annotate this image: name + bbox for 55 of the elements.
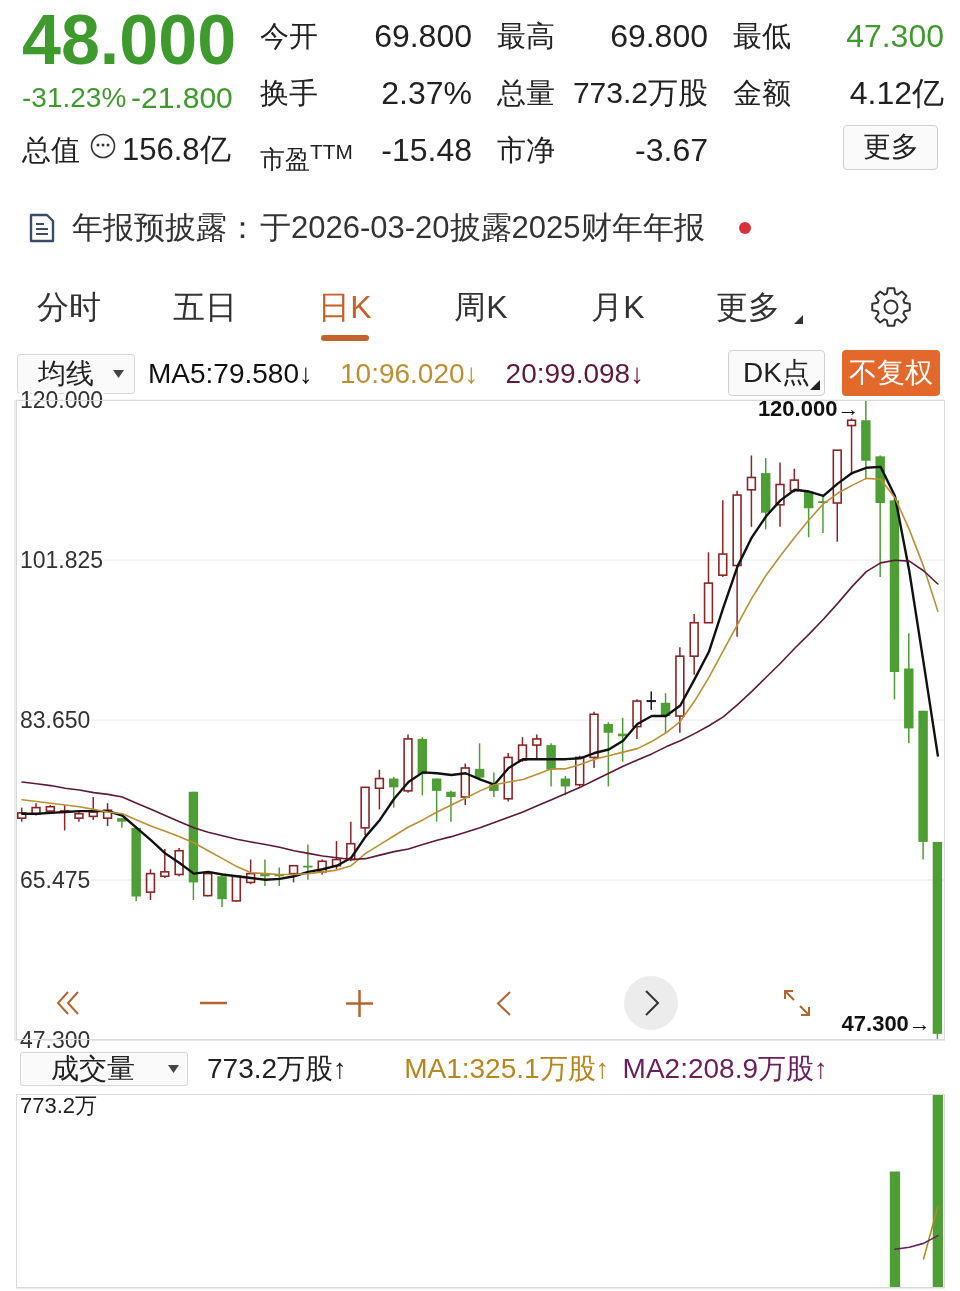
button: 不复权 [842, 350, 940, 396]
text: 2.37% [381, 73, 472, 112]
button: DK点 [728, 350, 825, 396]
text: 773.2万股↑ [207, 1052, 348, 1085]
text: 最低 [733, 18, 791, 54]
candlestick [446, 790, 456, 823]
text: 69.800 [610, 16, 708, 55]
text: 最高 [497, 18, 555, 54]
text: 47.300 [846, 16, 944, 55]
text: 20:99.098↓ [505, 357, 645, 390]
annotation: 47.300→ [841, 1011, 931, 1037]
text: 69.800 [374, 16, 472, 55]
y-tick-label: 101.825 [20, 547, 104, 573]
candlestick [645, 690, 657, 711]
text: -3.67 [635, 130, 708, 169]
y-tick-label: 83.650 [20, 707, 91, 733]
text: 48.000 [22, 0, 237, 81]
text: MA1:325.1万股↑ [404, 1052, 610, 1085]
text: 市盈$^{TTM}$ [260, 139, 353, 175]
candlestick [431, 777, 442, 823]
text: 月K [591, 287, 645, 326]
text: 773.2万股 [572, 75, 708, 111]
text: 更多 [716, 287, 780, 326]
text: 于2026-03-20披露2025财年年报 [260, 209, 705, 247]
candlestick [603, 721, 614, 788]
annotation: 773.2万 [20, 1093, 98, 1119]
legend-title: 成交量 [51, 1052, 135, 1085]
text: 总值 [22, 132, 80, 168]
text: 156.8亿 [122, 131, 231, 169]
text: 换手 [260, 75, 318, 111]
text: MA5:79.580↓ [148, 357, 313, 390]
text: 10:96.020↓ [340, 357, 479, 390]
text: 金额 [733, 75, 791, 111]
text: -21.800 [131, 80, 233, 116]
candlestick [746, 454, 757, 528]
text: 分时 [37, 287, 101, 326]
y-tick-label: 65.475 [20, 867, 91, 893]
annotation: 120.000→ [757, 396, 860, 422]
button: 更多 [843, 125, 938, 170]
text: 年报预披露： [72, 209, 258, 247]
text: -15.48 [381, 130, 472, 169]
text: 4.12亿 [849, 73, 944, 112]
text: -31.23% [22, 81, 127, 116]
candlestick [775, 461, 785, 528]
text: 市净 [497, 132, 555, 168]
candlestick [675, 646, 685, 734]
dropdown: 成交量 [20, 1052, 188, 1086]
text: 五日 [173, 287, 237, 326]
text: 周K [454, 287, 508, 326]
text: 今开 [260, 18, 318, 54]
text: 总量 [497, 75, 555, 111]
text: MA2:208.9万股↑ [622, 1052, 828, 1085]
text: 日K [318, 287, 372, 326]
candlestick [689, 613, 699, 676]
legend-title: 均线 [38, 357, 94, 390]
